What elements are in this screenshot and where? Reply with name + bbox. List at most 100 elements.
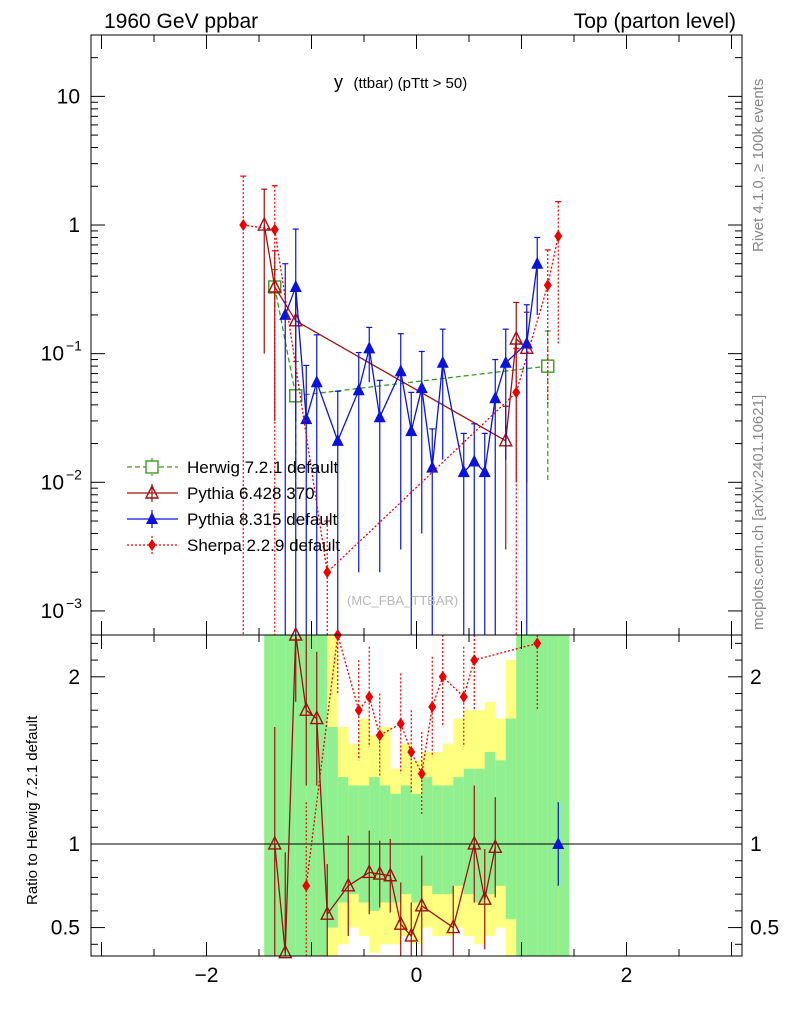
ratio-y-tick-label: 2 (68, 666, 80, 689)
main-y-tick-exponent: −1 (66, 338, 82, 354)
band-inner-bin (327, 726, 339, 928)
ratio-point (375, 729, 384, 742)
legend-marker-herwig (145, 460, 159, 474)
data-point (310, 375, 323, 388)
mcplots-label: mcplots.cern.ch [arXiv:2401.10621] (750, 395, 767, 630)
data-point (415, 381, 428, 394)
ratio-y-tick-label-right: 2 (750, 666, 762, 689)
data-point (509, 330, 524, 345)
main-y-tick-label: 10 (41, 343, 64, 366)
legend-label-pythia6: Pythia 6.428 370 (187, 484, 315, 503)
band-inner-bin (421, 777, 433, 886)
band-inner-bin (411, 793, 423, 903)
data-point (394, 364, 407, 377)
data-point (331, 433, 344, 446)
band-inner-bin (495, 760, 507, 886)
series-line-herwig (274, 286, 548, 397)
data-point (531, 256, 544, 269)
main-y-tick-label: 10 (57, 85, 80, 108)
ratio-point (488, 838, 503, 854)
ratio-point (372, 865, 387, 880)
ratio-point (341, 877, 356, 892)
ratio-point (533, 637, 542, 650)
band-inner-bin (442, 785, 454, 895)
ratio-point (365, 690, 374, 703)
ratio-point (299, 701, 314, 716)
ratio-y-tick-label-right: 0.5 (750, 917, 779, 940)
series-pythia8 (279, 228, 544, 635)
band-inner-bin (400, 785, 412, 895)
ratio-point (362, 863, 377, 879)
legend-marker-sherpa (148, 539, 156, 551)
data-point (300, 412, 313, 425)
ratio-point (302, 879, 311, 892)
data-point (257, 216, 272, 231)
ratio-point (288, 626, 303, 641)
ratio-point (267, 835, 282, 850)
series-line-sherpa (243, 224, 559, 574)
legend-marker-pythia8 (146, 512, 158, 524)
main-y-tick-exponent: −3 (66, 595, 82, 611)
data-point (289, 279, 302, 292)
band-inner-bin (505, 718, 517, 920)
data-point (323, 566, 332, 579)
ratio-point (404, 927, 419, 942)
ratio-point (446, 919, 461, 934)
rivet-version-label: Rivet 4.1.0, ≥ 100k events (750, 79, 767, 252)
watermark: (MC_FBA_TTBAR) (347, 593, 458, 608)
series-line-pythia8 (284, 263, 538, 474)
ratio-point (393, 915, 408, 930)
band-inner-bin (516, 635, 528, 956)
chart-marks (91, 175, 742, 959)
plot-title-main: y (334, 72, 343, 92)
data-point (426, 460, 439, 473)
band-inner-bin (537, 635, 549, 956)
legend: Herwig 7.2.1 default Pythia 6.428 370 Pyth… (127, 458, 340, 555)
data-point (239, 219, 248, 232)
band-inner-bin (264, 635, 276, 956)
data-point (352, 383, 365, 396)
x-tick-label: −2 (195, 964, 219, 987)
ratio-point (414, 897, 429, 912)
ratio-point (428, 700, 437, 713)
band-inner-bin (484, 752, 496, 895)
data-point (468, 454, 481, 467)
band-inner-bin (463, 768, 475, 895)
ratio-series-pythia8 (552, 802, 565, 886)
ratio-point (278, 944, 293, 959)
data-point (267, 278, 282, 293)
ratio-point (470, 654, 479, 667)
ratio-point (477, 890, 492, 905)
series-line-pythia6 (263, 224, 528, 442)
data-point (373, 410, 386, 423)
data-point (478, 465, 491, 478)
process-label: Top (parton level) (574, 10, 736, 33)
legend-marker-pythia6 (144, 484, 160, 499)
ratio-point (354, 704, 363, 717)
band-inner-bin (295, 635, 307, 956)
ratio-point (438, 670, 447, 683)
data-point (520, 336, 533, 349)
plot-title: y (ttbar) (pTtt > 50) (334, 72, 467, 92)
ratio-series-pythia6 (267, 626, 503, 959)
data-point (499, 355, 512, 368)
main-y-tick-exponent: −2 (66, 466, 82, 482)
main-y-tick-label: 1 (68, 214, 80, 237)
ratio-point (396, 717, 405, 730)
band-inner-bin (547, 635, 559, 956)
band-inner-bin (474, 768, 486, 903)
ratio-series-sherpa (302, 629, 542, 956)
band-inner-bin (390, 793, 402, 903)
data-point (436, 355, 449, 368)
band-inner-bin (558, 635, 570, 956)
data-point (489, 391, 502, 404)
text-labels: 1960 GeV ppbar Top (parton level) y (ttb… (24, 10, 767, 905)
plot-title-sub: (ttbar) (pTtt > 50) (353, 75, 467, 92)
legend-label-pythia8: Pythia 8.315 default (187, 510, 338, 529)
energy-label: 1960 GeV ppbar (104, 10, 258, 33)
band-inner-bin (274, 635, 286, 956)
ratio-y-tick-label: 1 (68, 833, 80, 856)
data-point (363, 341, 376, 354)
